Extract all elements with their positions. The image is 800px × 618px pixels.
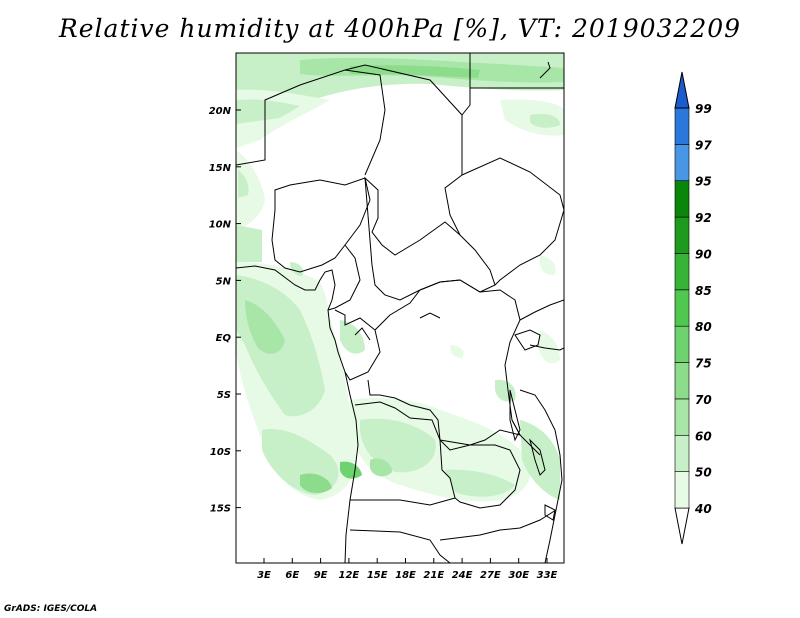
lat-label: EQ [216, 333, 232, 344]
colorbar-segment [674, 325, 690, 363]
lon-label: 12E [339, 570, 360, 581]
lat-label: 10N [209, 220, 232, 231]
lon-label: 3E [257, 570, 271, 581]
lon-label: 21E [423, 570, 444, 581]
colorbar-label: 50 [695, 466, 712, 480]
lat-label: 5S [217, 390, 231, 401]
colorbar-upper-triangle [674, 71, 690, 109]
lat-label: 10S [210, 447, 231, 458]
colorbar-label: 75 [695, 357, 712, 371]
lon-label: 30E [508, 570, 529, 581]
colorbar-segment [674, 398, 690, 436]
colorbar-label: 70 [695, 393, 712, 407]
lon-label: 18E [395, 570, 416, 581]
colorbar-segment [674, 107, 690, 145]
lon-label: 27E [480, 570, 501, 581]
lon-label: 33E [537, 570, 558, 581]
colorbar-label: 60 [695, 429, 712, 443]
colorbar-label: 97 [695, 138, 712, 152]
map-title: Relative humidity at 400hPa [%], VT: 201… [58, 14, 742, 43]
lat-label: 15S [210, 504, 231, 515]
lon-label: 9E [314, 570, 328, 581]
colorbar-label: 95 [695, 175, 712, 189]
lon-label: 6E [285, 570, 299, 581]
colorbar-segment [674, 434, 690, 472]
colorbar-label: 92 [695, 211, 712, 225]
colorbar-label: 80 [695, 320, 712, 334]
colorbar-lower-triangle [674, 507, 690, 545]
lon-label: 15E [367, 570, 388, 581]
colorbar-segment [674, 362, 690, 400]
colorbar-label: 40 [694, 502, 712, 516]
colorbar-segment [674, 253, 690, 291]
country-borders [236, 53, 564, 563]
credit-text: GrADS: IGES/COLA [4, 604, 98, 614]
colorbar-segment [674, 289, 690, 327]
lat-label: 5N [216, 276, 232, 287]
lat-label: 20N [209, 106, 232, 117]
lat-label: 15N [209, 163, 232, 174]
colorbar-segment [674, 471, 690, 509]
colorbar-segment [674, 144, 690, 182]
colorbar-label: 85 [695, 284, 712, 298]
colorbar-segment [674, 180, 690, 218]
colorbar: 40 50 60 70 75 80 85 90 92 95 97 99 [674, 71, 712, 545]
map-frame [235, 52, 565, 564]
lon-label: 24E [452, 570, 473, 581]
longitude-labels: 3E 6E 9E 12E 15E 18E 21E 24E 27E 30E 33E [257, 558, 558, 581]
colorbar-label: 90 [695, 247, 712, 261]
latitude-labels: 20N 15N 10N 5N EQ 5S 10S 15S [209, 106, 241, 515]
colorbar-label: 99 [695, 102, 712, 116]
colorbar-segment [674, 216, 690, 254]
